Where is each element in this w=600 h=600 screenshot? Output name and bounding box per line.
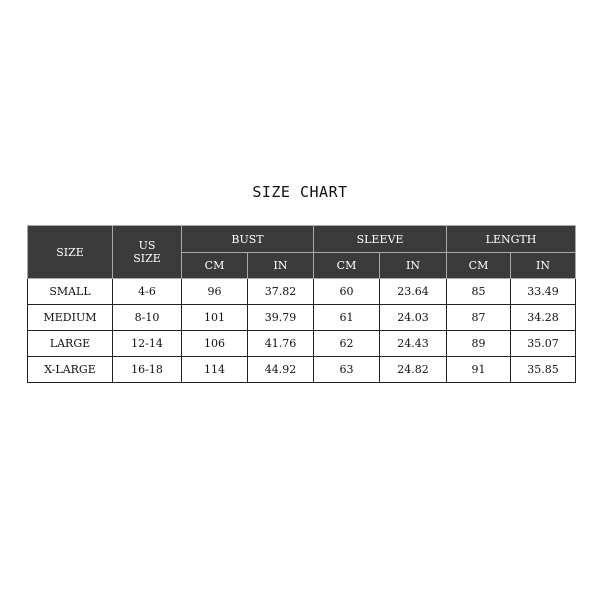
cell-sleeve-cm: 61	[313, 304, 381, 331]
cell-sleeve-cm: 62	[313, 330, 381, 357]
cell-bust-cm: 96	[181, 278, 248, 305]
chart-title: SIZE CHART	[252, 183, 348, 201]
cell-bust-in: 37.82	[246, 278, 315, 305]
cell-sleeve-in: 24.03	[379, 304, 448, 331]
header-us-size: US SIZE	[112, 225, 182, 279]
header-sleeve-cm: CM	[313, 252, 381, 279]
cell-sleeve-cm: 60	[313, 278, 381, 305]
header-size: SIZE	[27, 225, 113, 279]
cell-sleeve-in: 24.82	[379, 356, 448, 383]
cell-sleeve-cm: 63	[313, 356, 381, 383]
header-length-cm: CM	[446, 252, 512, 279]
cell-us: 4-6	[112, 278, 182, 305]
cell-bust-cm: 106	[181, 330, 248, 357]
cell-us: 8-10	[112, 304, 182, 331]
header-sleeve: SLEEVE	[313, 225, 448, 253]
cell-bust-cm: 114	[181, 356, 248, 383]
cell-size: X-LARGE	[27, 356, 113, 383]
cell-sleeve-in: 24.43	[379, 330, 448, 357]
cell-sleeve-in: 23.64	[379, 278, 448, 305]
cell-size: SMALL	[27, 278, 113, 305]
header-bust-cm: CM	[181, 252, 248, 279]
cell-us: 12-14	[112, 330, 182, 357]
cell-bust-in: 41.76	[246, 330, 315, 357]
header-length-in: IN	[510, 252, 577, 279]
cell-bust-in: 44.92	[246, 356, 315, 383]
table-row: LARGE 12-14 106 41.76 62 24.43 89 35.07	[27, 330, 577, 357]
cell-size: MEDIUM	[27, 304, 113, 331]
cell-length-cm: 89	[446, 330, 512, 357]
header-bust: BUST	[180, 225, 315, 253]
cell-length-cm: 85	[446, 278, 512, 305]
table-row: MEDIUM 8-10 101 39.79 61 24.03 87 34.28	[27, 304, 577, 331]
table-row: SMALL 4-6 96 37.82 60 23.64 85 33.49	[27, 278, 577, 305]
header-sleeve-in: IN	[379, 252, 448, 279]
cell-length-cm: 91	[446, 356, 512, 383]
cell-length-cm: 87	[446, 304, 512, 331]
cell-bust-in: 39.79	[246, 304, 315, 331]
cell-length-in: 35.85	[510, 356, 577, 383]
size-chart-table: SIZE US SIZE BUST SLEEVE LENGTH CM IN CM …	[27, 225, 577, 383]
cell-size: LARGE	[27, 330, 113, 357]
cell-length-in: 34.28	[510, 304, 577, 331]
cell-length-in: 35.07	[510, 330, 577, 357]
header-bust-in: IN	[246, 252, 315, 279]
table-row: X-LARGE 16-18 114 44.92 63 24.82 91 35.85	[27, 356, 577, 383]
cell-us: 16-18	[112, 356, 182, 383]
cell-bust-cm: 101	[181, 304, 248, 331]
header-length: LENGTH	[446, 225, 577, 253]
cell-length-in: 33.49	[510, 278, 577, 305]
